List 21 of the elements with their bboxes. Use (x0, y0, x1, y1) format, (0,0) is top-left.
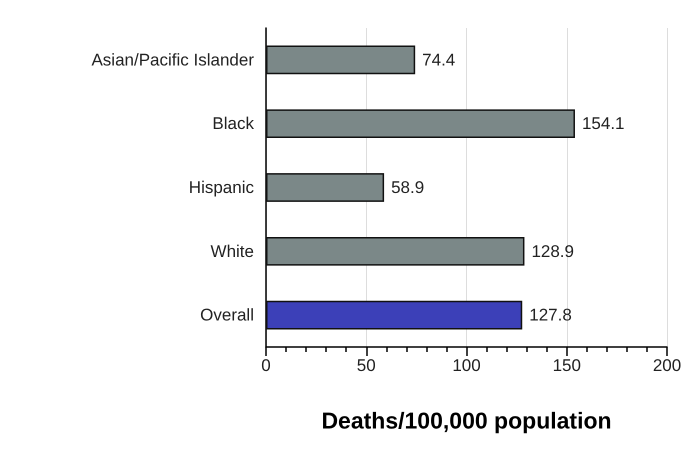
y-tick-label: Black (212, 114, 254, 134)
x-tick-label: 200 (652, 356, 682, 375)
bar (266, 109, 575, 138)
y-tick-label: Asian/Pacific Islander (91, 50, 254, 70)
data-label: 154.1 (582, 114, 625, 134)
bar (266, 46, 416, 74)
y-tick-label: White (210, 242, 254, 261)
y-tick-label: Overall (200, 306, 254, 325)
bar (266, 300, 522, 330)
data-label: 127.8 (529, 306, 572, 325)
data-label: 128.9 (531, 242, 574, 261)
x-axis-title: Deaths/100,000 population (321, 408, 612, 434)
x-tick-label: 150 (552, 356, 581, 375)
x-tick-label: 100 (452, 356, 481, 375)
x-tick-label: 0 (261, 356, 271, 375)
y-tick-label: Hispanic (188, 178, 254, 197)
data-label: 58.9 (391, 178, 424, 197)
data-label: 74.4 (422, 50, 456, 70)
bar (266, 173, 384, 202)
x-tick-label: 50 (356, 356, 376, 375)
bar (266, 236, 524, 266)
